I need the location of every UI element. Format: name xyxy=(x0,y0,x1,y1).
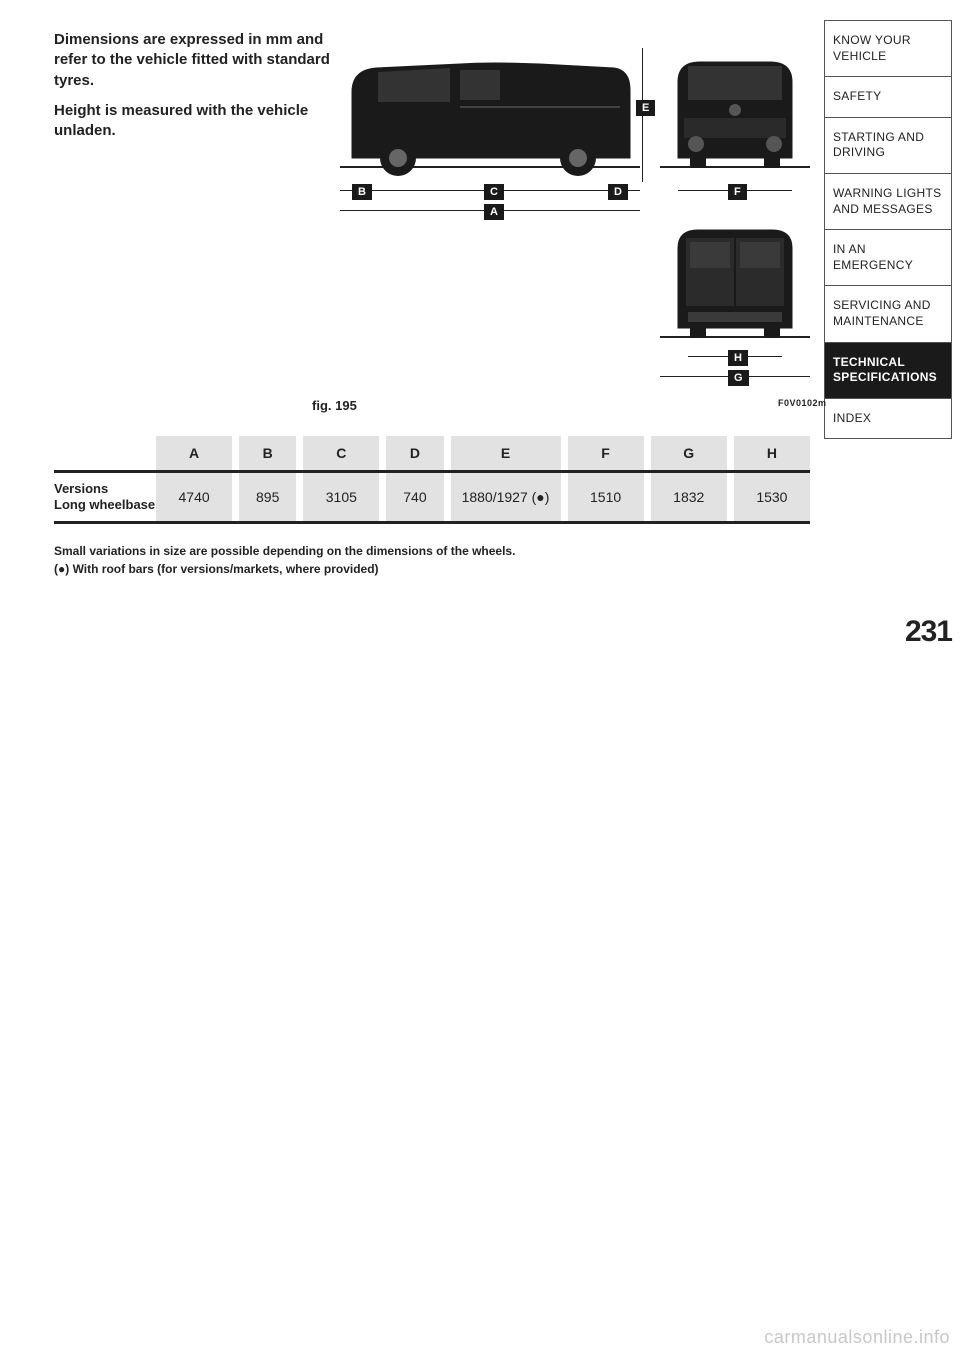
vehicle-side-view-icon xyxy=(340,46,640,182)
figure-caption: fig. 195 xyxy=(312,398,357,413)
val-f: 1510 xyxy=(568,473,644,521)
dim-label-h: H xyxy=(728,350,748,366)
nav-in-an-emergency[interactable]: IN AN EMERGENCY xyxy=(824,229,952,285)
page-number: 231 xyxy=(905,615,952,649)
val-d: 740 xyxy=(386,473,443,521)
col-f: F xyxy=(568,436,644,470)
col-g: G xyxy=(651,436,727,470)
dim-label-f: F xyxy=(728,184,747,200)
note-line-2: (●) With roof bars (for versions/markets… xyxy=(54,560,810,578)
intro-paragraph-2: Height is measured with the vehicle unla… xyxy=(54,101,334,142)
dim-label-b: B xyxy=(352,184,372,200)
table-row: Versions Long wheelbase 4740 895 3105 74… xyxy=(54,473,810,521)
nav-know-your-vehicle[interactable]: KNOW YOUR VEHICLE xyxy=(824,20,952,76)
col-d: D xyxy=(386,436,443,470)
vehicle-diagram: E B C D A F H G xyxy=(340,28,820,388)
watermark: carmanualsonline.info xyxy=(764,1327,950,1348)
nav-index[interactable]: INDEX xyxy=(824,398,952,440)
val-a: 4740 xyxy=(156,473,232,521)
nav-warning-lights[interactable]: WARNING LIGHTS AND MESSAGES xyxy=(824,173,952,229)
vehicle-front-view-icon xyxy=(660,46,810,182)
intro-paragraph-1: Dimensions are expressed in mm and refer… xyxy=(54,30,334,91)
nav-technical-specifications[interactable]: TECHNICAL SPECIFICATIONS xyxy=(824,342,952,398)
val-c: 3105 xyxy=(303,473,379,521)
val-b: 895 xyxy=(239,473,296,521)
vehicle-rear-view-icon xyxy=(660,216,810,352)
row-label: Versions Long wheelbase xyxy=(54,473,156,521)
col-b: B xyxy=(239,436,296,470)
dim-label-g: G xyxy=(728,370,749,386)
val-g: 1832 xyxy=(651,473,727,521)
note-line-1: Small variations in size are possible de… xyxy=(54,542,810,560)
row-label-line2: Long wheelbase xyxy=(54,497,155,512)
table-rule-bottom xyxy=(54,521,810,524)
nav-safety[interactable]: SAFETY xyxy=(824,76,952,117)
col-h: H xyxy=(734,436,810,470)
col-a: A xyxy=(156,436,232,470)
nav-servicing-maintenance[interactable]: SERVICING AND MAINTENANCE xyxy=(824,285,952,341)
intro-text: Dimensions are expressed in mm and refer… xyxy=(54,30,334,151)
table-notes: Small variations in size are possible de… xyxy=(54,542,810,578)
nav-starting-and-driving[interactable]: STARTING AND DRIVING xyxy=(824,117,952,173)
dim-label-c: C xyxy=(484,184,504,200)
col-c: C xyxy=(303,436,379,470)
table-header-row: A B C D E F G H xyxy=(54,436,810,470)
col-e: E xyxy=(451,436,561,470)
page: KNOW YOUR VEHICLE SAFETY STARTING AND DR… xyxy=(0,0,960,1358)
row-label-line1: Versions xyxy=(54,481,108,496)
val-e: 1880/1927 (●) xyxy=(451,473,561,521)
sidebar-nav: KNOW YOUR VEHICLE SAFETY STARTING AND DR… xyxy=(824,20,952,439)
dimensions-table: A B C D E F G H Versions Long wheelbase … xyxy=(54,436,810,524)
figure-code: F0V0102m xyxy=(778,398,827,408)
dim-label-d: D xyxy=(608,184,628,200)
dim-label-e: E xyxy=(636,100,655,116)
dim-label-a: A xyxy=(484,204,504,220)
val-h: 1530 xyxy=(734,473,810,521)
